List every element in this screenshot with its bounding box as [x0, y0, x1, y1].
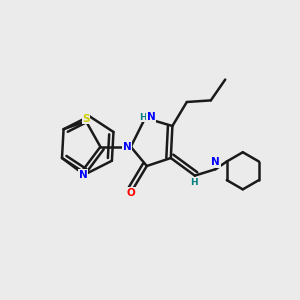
Text: S: S — [82, 114, 90, 124]
Text: N: N — [211, 157, 220, 167]
Text: N: N — [147, 112, 155, 122]
Text: H: H — [139, 112, 146, 122]
Text: H: H — [190, 178, 197, 187]
Text: O: O — [126, 188, 135, 198]
Text: N: N — [79, 170, 88, 180]
Text: N: N — [123, 142, 131, 152]
